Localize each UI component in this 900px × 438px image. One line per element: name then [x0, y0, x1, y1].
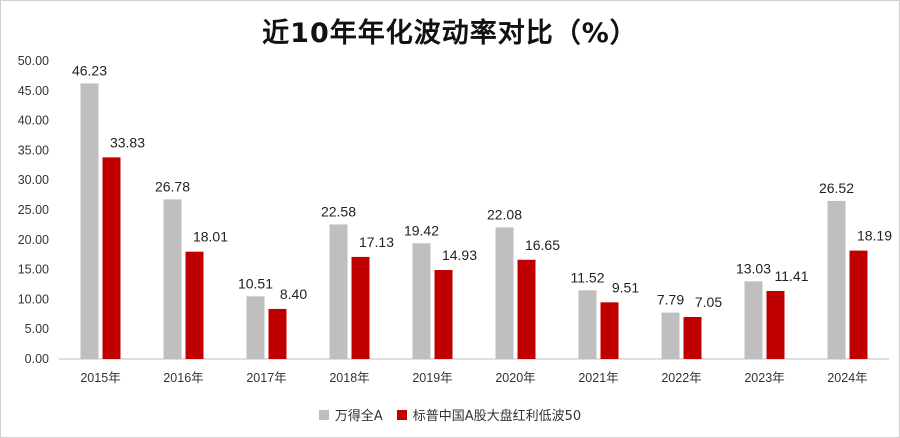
data-label-series-2: 16.65: [525, 237, 560, 253]
bar-series-2: [434, 270, 453, 359]
bar-series-1: [163, 199, 182, 359]
bar-series-1: [827, 200, 846, 359]
legend-swatch-series-2: [396, 409, 407, 420]
y-tick-label: 30.00: [18, 173, 49, 187]
bar-series-1: [412, 243, 431, 359]
data-label-series-2: 11.41: [775, 268, 809, 284]
y-tick-label: 50.00: [18, 54, 49, 68]
y-tick-label: 10.00: [18, 292, 49, 306]
data-label-series-1: 26.52: [819, 180, 854, 196]
data-label-series-1: 11.52: [571, 269, 605, 285]
y-tick-label: 0.00: [25, 352, 49, 366]
legend-item-series-2: 标普中国A股大盘红利低波50: [396, 405, 582, 424]
x-tick-label: 2021年: [578, 371, 618, 385]
data-label-series-1: 46.23: [72, 62, 107, 78]
data-label-series-1: 22.58: [321, 203, 356, 219]
x-tick-label: 2023年: [744, 371, 784, 385]
data-label-series-2: 9.51: [612, 279, 639, 295]
y-tick-label: 40.00: [18, 114, 49, 128]
data-label-series-1: 22.08: [487, 206, 522, 222]
bar-series-2: [766, 290, 785, 359]
bar-series-1: [80, 83, 99, 359]
x-tick-label: 2016年: [163, 371, 203, 385]
data-label-series-1: 7.79: [657, 292, 684, 308]
legend: 万得全A 标普中国A股大盘红利低波50: [1, 405, 899, 424]
bar-series-1: [661, 312, 680, 359]
y-tick-label: 5.00: [25, 322, 49, 336]
data-label-series-2: 18.01: [193, 229, 228, 245]
bar-series-1: [495, 227, 514, 359]
legend-label-series-2: 标普中国A股大盘红利低波50: [412, 409, 582, 424]
y-tick-label: 35.00: [18, 143, 49, 157]
bar-series-1: [578, 290, 597, 359]
data-label-series-2: 18.19: [857, 228, 892, 244]
data-label-series-2: 33.83: [110, 134, 145, 150]
data-label-series-2: 8.40: [280, 286, 307, 302]
bar-series-2: [102, 157, 121, 359]
bar-series-2: [268, 308, 287, 359]
bar-series-1: [246, 296, 265, 359]
data-label-series-1: 19.42: [404, 222, 439, 238]
x-tick-label: 2022年: [661, 371, 701, 385]
x-tick-label: 2020年: [495, 371, 535, 385]
bar-series-2: [683, 316, 702, 359]
data-label-series-2: 7.05: [695, 294, 722, 310]
bar-series-2: [517, 259, 536, 359]
data-label-series-1: 13.03: [736, 260, 771, 276]
legend-swatch-series-1: [318, 409, 329, 420]
bar-series-1: [744, 281, 763, 359]
y-tick-label: 20.00: [18, 233, 49, 247]
y-tick-label: 25.00: [18, 203, 49, 217]
bar-series-2: [849, 250, 868, 359]
legend-item-series-1: 万得全A: [318, 405, 383, 424]
data-label-series-1: 26.78: [155, 178, 190, 194]
bar-series-2: [351, 256, 370, 359]
x-tick-label: 2019年: [412, 371, 452, 385]
data-label-series-1: 10.51: [238, 275, 273, 291]
data-label-series-2: 14.93: [442, 247, 477, 263]
bar-series-1: [329, 224, 348, 359]
x-tick-label: 2018年: [329, 371, 369, 385]
y-tick-label: 45.00: [18, 84, 49, 98]
x-tick-label: 2017年: [246, 371, 286, 385]
y-tick-label: 15.00: [18, 263, 49, 277]
x-tick-label: 2024年: [827, 371, 867, 385]
legend-label-series-1: 万得全A: [334, 409, 383, 424]
chart-title: 近10年年化波动率对比（%）: [262, 18, 638, 49]
bar-series-2: [185, 251, 204, 359]
bar-series-2: [600, 302, 619, 359]
x-tick-label: 2015年: [80, 371, 120, 385]
data-label-series-2: 17.13: [359, 234, 394, 250]
